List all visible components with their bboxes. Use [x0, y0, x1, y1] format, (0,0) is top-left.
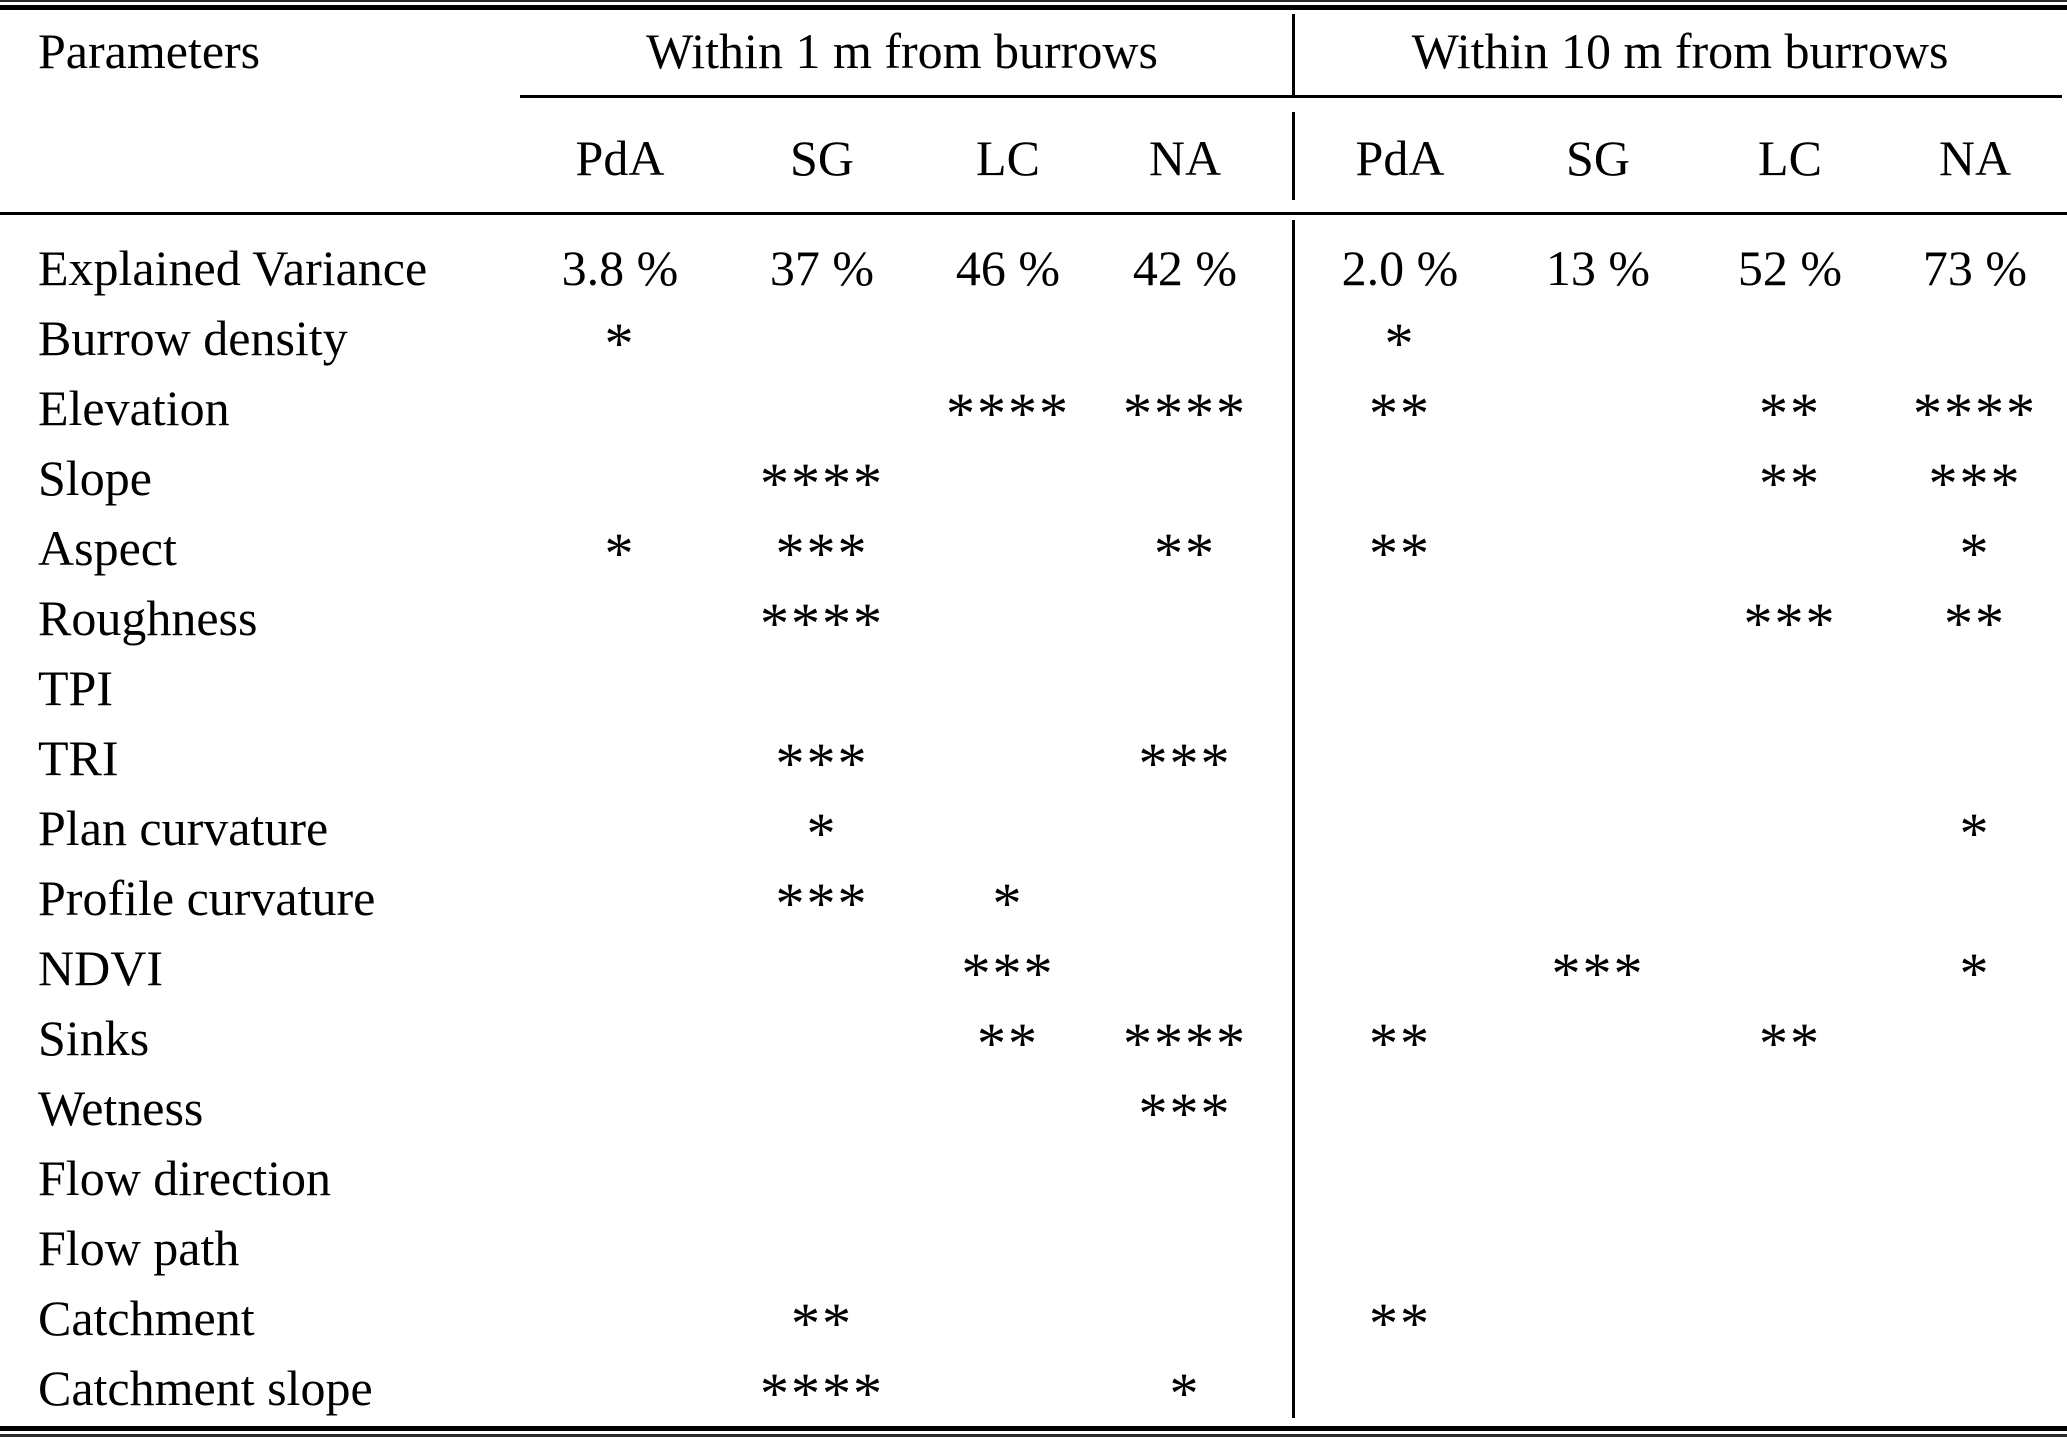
significance-cell: **: [1944, 591, 2006, 656]
significance-cell: **: [1369, 1011, 1431, 1076]
top-rule: [0, 5, 2067, 10]
significance-cell: **: [1369, 1291, 1431, 1356]
col-header-sg-1m: SG: [790, 130, 854, 186]
significance-cell: ****: [1123, 1011, 1247, 1076]
row-label: Explained Variance: [38, 240, 428, 296]
significance-cell: ****: [1913, 381, 2037, 446]
col-header-pda-10m: PdA: [1355, 130, 1445, 186]
significance-cell: *: [1959, 521, 1991, 586]
col-header-pda-1m: PdA: [575, 130, 665, 186]
top-edge-rule: [0, 0, 2067, 2]
col-header-sg-10m: SG: [1566, 130, 1630, 186]
col-header-na-10m: NA: [1938, 130, 2012, 186]
row-label: Plan curvature: [38, 800, 329, 856]
significance-cell: ****: [946, 381, 1070, 446]
value-cell: 73 %: [1922, 240, 2028, 296]
row-label: Aspect: [38, 520, 177, 576]
significance-cell: *: [1959, 941, 1991, 1006]
bottom-edge-rule: [0, 1434, 2067, 1437]
significance-cell: ****: [1123, 381, 1247, 446]
significance-cell: **: [1369, 381, 1431, 446]
row-label: Burrow density: [38, 310, 348, 366]
row-label: Slope: [38, 450, 152, 506]
significance-cell: *: [806, 801, 838, 866]
group-divider-header: [1292, 14, 1295, 96]
significance-cell: ***: [961, 941, 1055, 1006]
group-span-rule: [520, 95, 2062, 98]
significance-cell: **: [1759, 451, 1821, 516]
group-header-10m: Within 10 m from burrows: [1411, 23, 1949, 79]
row-label: Catchment: [38, 1290, 255, 1346]
significance-cell: **: [1154, 521, 1216, 586]
significance-cell: **: [1759, 1011, 1821, 1076]
row-label: TPI: [38, 660, 113, 716]
bottom-rule: [0, 1426, 2067, 1431]
significance-cell: **: [977, 1011, 1039, 1076]
group-divider-subheader: [1292, 112, 1295, 200]
col-header-na-1m: NA: [1148, 130, 1222, 186]
significance-cell: ****: [760, 591, 884, 656]
significance-cell: ***: [1928, 451, 2022, 516]
value-cell: 37 %: [769, 240, 875, 296]
significance-cell: *: [604, 521, 636, 586]
significance-cell: ****: [760, 1361, 884, 1426]
row-label: Flow path: [38, 1220, 240, 1276]
row-label: Roughness: [38, 590, 258, 646]
row-label: Elevation: [38, 380, 230, 436]
group-header-1m: Within 1 m from burrows: [646, 23, 1158, 79]
row-label: Flow direction: [38, 1150, 332, 1206]
col-header-lc-10m: LC: [1758, 130, 1822, 186]
row-label: Wetness: [38, 1080, 204, 1136]
significance-cell: *: [604, 311, 636, 376]
row-label: Catchment slope: [38, 1360, 373, 1416]
col-header-lc-1m: LC: [976, 130, 1040, 186]
value-cell: 42 %: [1132, 240, 1238, 296]
value-cell: 3.8 %: [561, 240, 679, 296]
significance-cell: *: [992, 871, 1024, 936]
significance-cell: ****: [760, 451, 884, 516]
significance-cell: *: [1169, 1361, 1201, 1426]
row-label: TRI: [38, 730, 119, 786]
value-cell: 46 %: [955, 240, 1061, 296]
significance-cell: **: [1759, 381, 1821, 446]
significance-cell: ***: [1138, 1081, 1232, 1146]
group-divider-body: [1292, 220, 1295, 1418]
significance-cell: ***: [1138, 731, 1232, 796]
significance-cell: *: [1384, 311, 1416, 376]
value-cell: 13 %: [1545, 240, 1651, 296]
row-label: Sinks: [38, 1010, 150, 1066]
significance-cell: ***: [775, 521, 869, 586]
header-body-rule: [0, 212, 2067, 215]
significance-cell: ***: [1551, 941, 1645, 1006]
significance-cell: *: [1959, 801, 1991, 866]
significance-cell: ***: [775, 731, 869, 796]
row-label: Profile curvature: [38, 870, 376, 926]
significance-cell: **: [791, 1291, 853, 1356]
value-cell: 2.0 %: [1341, 240, 1459, 296]
significance-cell: **: [1369, 521, 1431, 586]
significance-cell: ***: [1743, 591, 1837, 656]
row-label: NDVI: [38, 940, 163, 996]
col-header-parameters: Parameters: [38, 23, 261, 79]
significance-cell: ***: [775, 871, 869, 936]
value-cell: 52 %: [1737, 240, 1843, 296]
